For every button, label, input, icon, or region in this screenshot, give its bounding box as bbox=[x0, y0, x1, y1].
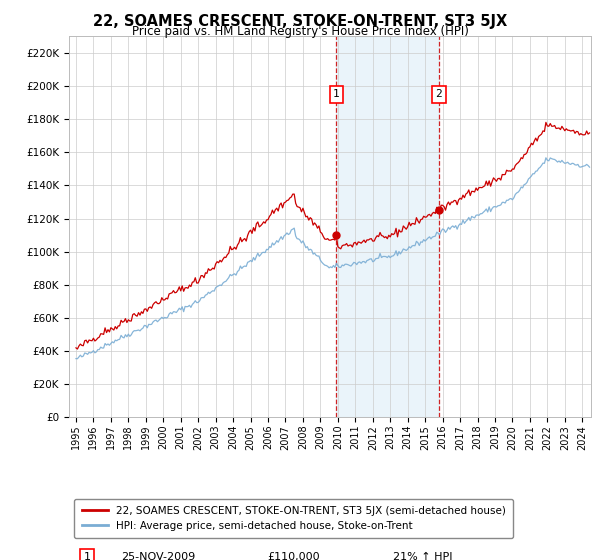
Text: Price paid vs. HM Land Registry's House Price Index (HPI): Price paid vs. HM Land Registry's House … bbox=[131, 25, 469, 38]
Text: 1: 1 bbox=[333, 90, 340, 99]
Text: £110,000: £110,000 bbox=[268, 552, 320, 560]
Text: 25-NOV-2009: 25-NOV-2009 bbox=[121, 552, 196, 560]
Text: 2: 2 bbox=[436, 90, 442, 99]
Bar bbox=[337, 36, 439, 417]
Legend: 22, SOAMES CRESCENT, STOKE-ON-TRENT, ST3 5JX (semi-detached house), HPI: Average: 22, SOAMES CRESCENT, STOKE-ON-TRENT, ST3… bbox=[74, 498, 513, 538]
Text: 1: 1 bbox=[84, 552, 91, 560]
Text: 21% ↑ HPI: 21% ↑ HPI bbox=[392, 552, 452, 560]
Text: 22, SOAMES CRESCENT, STOKE-ON-TRENT, ST3 5JX: 22, SOAMES CRESCENT, STOKE-ON-TRENT, ST3… bbox=[93, 14, 507, 29]
